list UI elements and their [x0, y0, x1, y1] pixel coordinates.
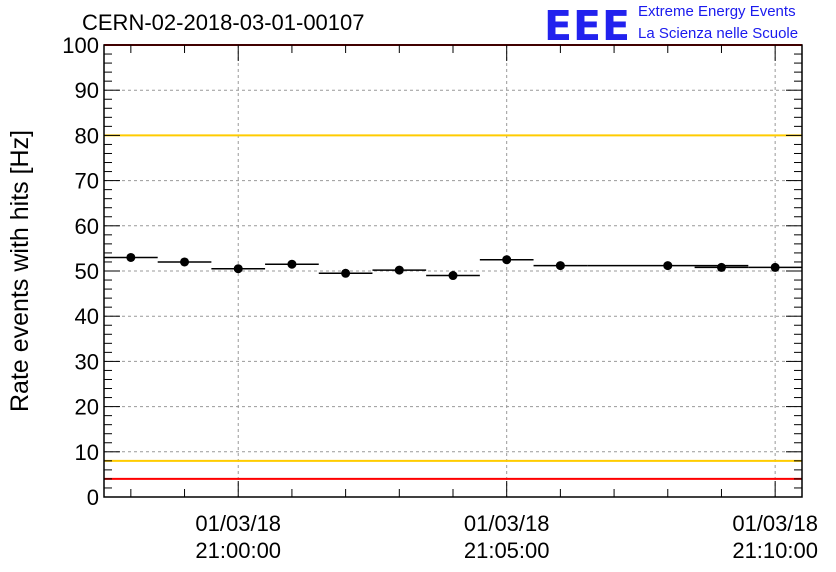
eee-logo: EEE	[544, 2, 632, 50]
data-point	[448, 271, 458, 281]
data-point	[394, 265, 404, 275]
logo-subtitle-line-2: La Scienza nelle Scuole	[638, 25, 799, 42]
x-tick-date-label: 01/03/18	[195, 511, 281, 536]
data-point	[233, 264, 243, 274]
data-point	[555, 261, 565, 271]
y-tick-label: 30	[75, 349, 99, 374]
data-point	[502, 255, 512, 265]
y-tick-label: 40	[75, 304, 99, 329]
y-tick-label: 60	[75, 214, 99, 239]
x-tick-date-label: 01/03/18	[732, 511, 818, 536]
x-tick-time-label: 21:05:00	[464, 538, 550, 563]
data-point	[770, 262, 780, 272]
y-tick-label: 100	[62, 33, 99, 58]
y-tick-label: 70	[75, 169, 99, 194]
y-tick-label: 80	[75, 123, 99, 148]
run-title: CERN-02-2018-03-01-00107	[82, 10, 365, 35]
x-tick-time-label: 21:00:00	[195, 538, 281, 563]
y-tick-label: 10	[75, 440, 99, 465]
data-point	[126, 252, 136, 262]
data-point	[663, 261, 673, 271]
y-tick-label: 0	[87, 485, 99, 510]
x-tick-time-label: 21:10:00	[732, 538, 818, 563]
logo-subtitle-line-1: Extreme Energy Events	[638, 3, 796, 20]
data-point	[716, 262, 726, 272]
data-point	[287, 259, 297, 269]
y-tick-label: 50	[75, 259, 99, 284]
data-point	[341, 268, 351, 278]
data-point	[180, 257, 190, 267]
y-tick-label: 90	[75, 78, 99, 103]
y-tick-label: 20	[75, 395, 99, 420]
x-tick-date-label: 01/03/18	[464, 511, 550, 536]
